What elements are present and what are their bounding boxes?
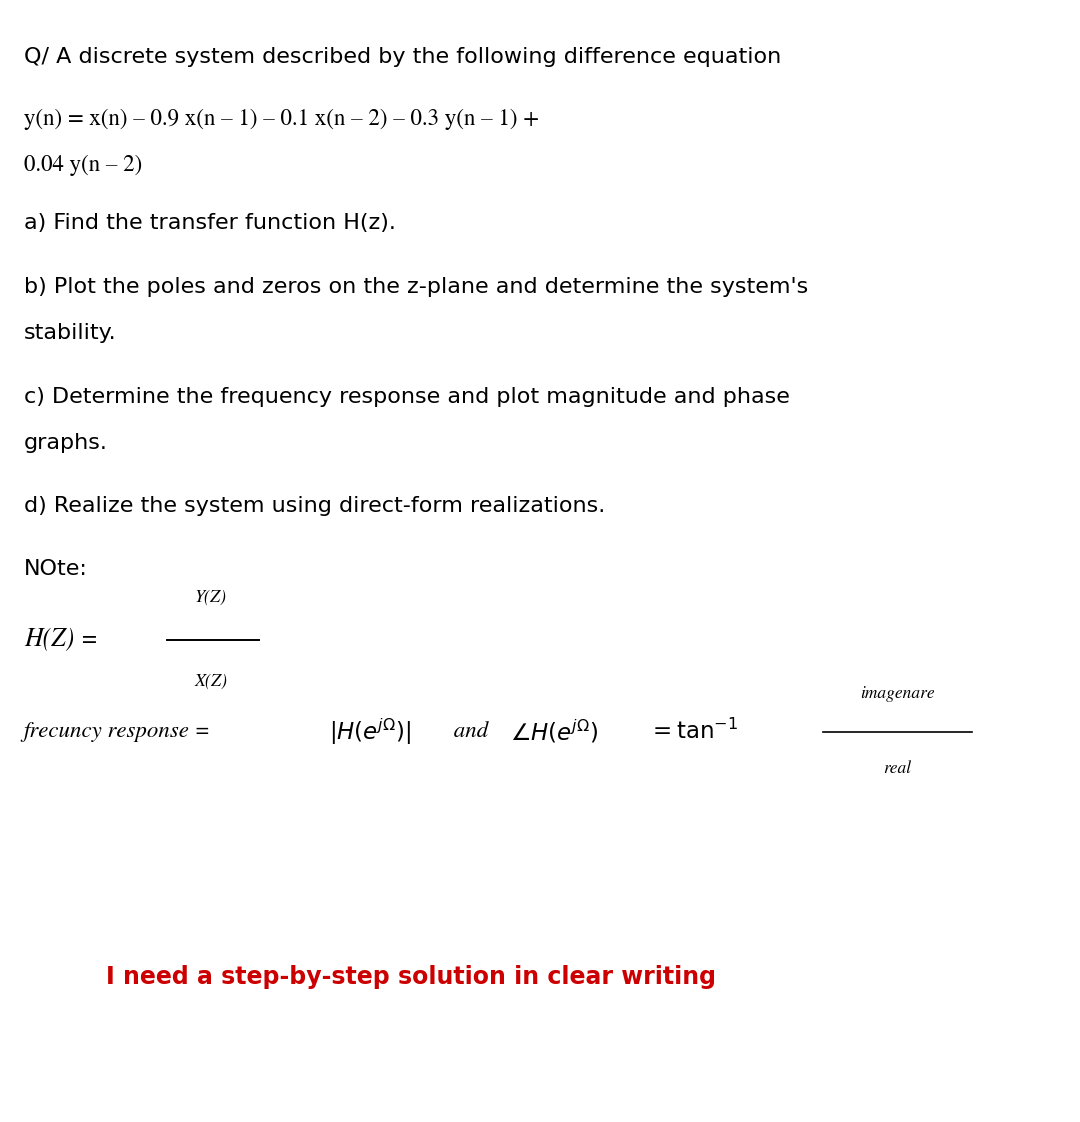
Text: d) Realize the system using direct-form realizations.: d) Realize the system using direct-form … [24,496,605,516]
Text: Y(Z): Y(Z) [194,589,227,606]
Text: and: and [448,721,495,742]
Text: frecuncy response =: frecuncy response = [24,721,217,742]
Text: I need a step-by-step solution in clear writing: I need a step-by-step solution in clear … [106,965,716,988]
Text: $\angle H(e^{j\Omega})$: $\angle H(e^{j\Omega})$ [510,718,598,745]
Text: b) Plot the poles and zeros on the z-plane and determine the system's: b) Plot the poles and zeros on the z-pla… [24,277,808,297]
Text: imagenare: imagenare [860,686,935,702]
Text: c) Determine the frequency response and plot magnitude and phase: c) Determine the frequency response and … [24,387,789,407]
Text: 0.04 y(n – 2): 0.04 y(n – 2) [24,155,141,176]
Text: y(n) = x(n) – 0.9 x(n – 1) – 0.1 x(n – 2) – 0.3 y(n – 1) +: y(n) = x(n) – 0.9 x(n – 1) – 0.1 x(n – 2… [24,109,539,130]
Text: NOte:: NOte: [24,559,87,579]
Text: $= \tan^{-1}$: $= \tan^{-1}$ [648,719,738,744]
Text: X(Z): X(Z) [194,673,227,690]
Text: $|H(e^{j\Omega})|$: $|H(e^{j\Omega})|$ [329,716,411,747]
Text: H(Z) =: H(Z) = [24,627,98,652]
Text: a) Find the transfer function H(z).: a) Find the transfer function H(z). [24,213,395,233]
Text: stability.: stability. [24,323,117,343]
Text: Q/ A discrete system described by the following difference equation: Q/ A discrete system described by the fo… [24,47,781,67]
Text: real: real [883,761,912,778]
Text: graphs.: graphs. [24,433,108,453]
